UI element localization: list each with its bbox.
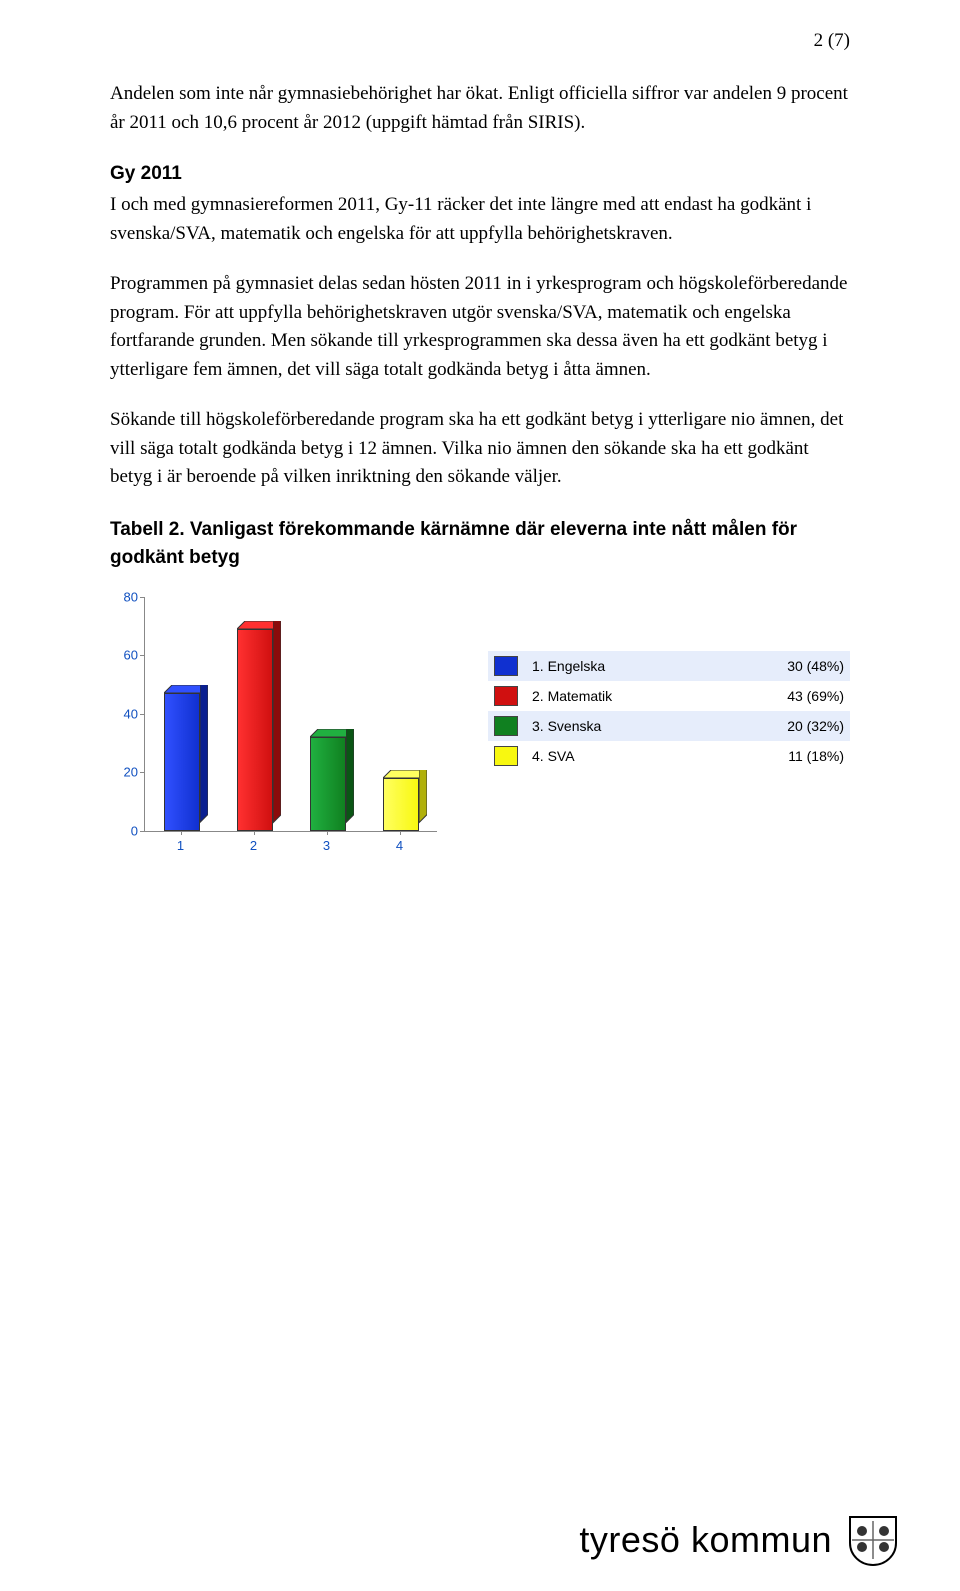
y-tick-label: 60 — [110, 648, 138, 663]
legend-value: 30 (48%) — [760, 658, 844, 674]
legend-row: 2. Matematik43 (69%) — [488, 681, 850, 711]
y-tick-label: 80 — [110, 589, 138, 604]
x-tick-label: 4 — [396, 838, 403, 853]
legend-label: 3. Svenska — [532, 718, 760, 734]
legend-row: 4. SVA11 (18%) — [488, 741, 850, 771]
para-gy-2: Programmen på gymnasiet delas sedan höst… — [110, 270, 850, 384]
bar — [383, 778, 419, 831]
legend-label: 2. Matematik — [532, 688, 760, 704]
bar-chart: 0 20 40 60 80 1 2 3 4 — [110, 591, 450, 861]
bar — [237, 629, 273, 831]
footer-logo: tyresö kommun — [579, 1513, 900, 1567]
bar — [310, 737, 346, 831]
legend-label: 1. Engelska — [532, 658, 760, 674]
heading-gy2011: Gy 2011 — [110, 163, 850, 185]
y-tick-label: 40 — [110, 706, 138, 721]
legend-value: 20 (32%) — [760, 718, 844, 734]
x-tick-label: 3 — [323, 838, 330, 853]
legend-swatch — [494, 746, 518, 766]
legend-value: 11 (18%) — [760, 748, 844, 764]
x-tick-label: 2 — [250, 838, 257, 853]
footer-text: tyresö kommun — [579, 1519, 832, 1561]
legend-swatch — [494, 656, 518, 676]
para-intro: Andelen som inte når gymnasiebehörighet … — [110, 80, 850, 137]
legend: 1. Engelska30 (48%)2. Matematik43 (69%)3… — [488, 651, 850, 771]
legend-value: 43 (69%) — [760, 688, 844, 704]
crest-icon — [846, 1513, 900, 1567]
plot-area — [144, 597, 437, 832]
y-tick-label: 20 — [110, 765, 138, 780]
x-tick-label: 1 — [177, 838, 184, 853]
page-number: 2 (7) — [110, 30, 850, 52]
legend-swatch — [494, 686, 518, 706]
legend-swatch — [494, 716, 518, 736]
para-gy-3: Sökande till högskoleförberedande progra… — [110, 406, 850, 492]
y-tick-label: 0 — [110, 823, 138, 838]
legend-row: 1. Engelska30 (48%) — [488, 651, 850, 681]
table2-caption: Tabell 2. Vanligast förekommande kärnämn… — [110, 516, 850, 573]
bar — [164, 693, 200, 830]
legend-label: 4. SVA — [532, 748, 760, 764]
para-gy-1: I och med gymnasiereformen 2011, Gy-11 r… — [110, 191, 850, 248]
chart-block: 0204060801234 1. Engelska30 (48%)2. Mate… — [110, 591, 850, 861]
legend-row: 3. Svenska20 (32%) — [488, 711, 850, 741]
